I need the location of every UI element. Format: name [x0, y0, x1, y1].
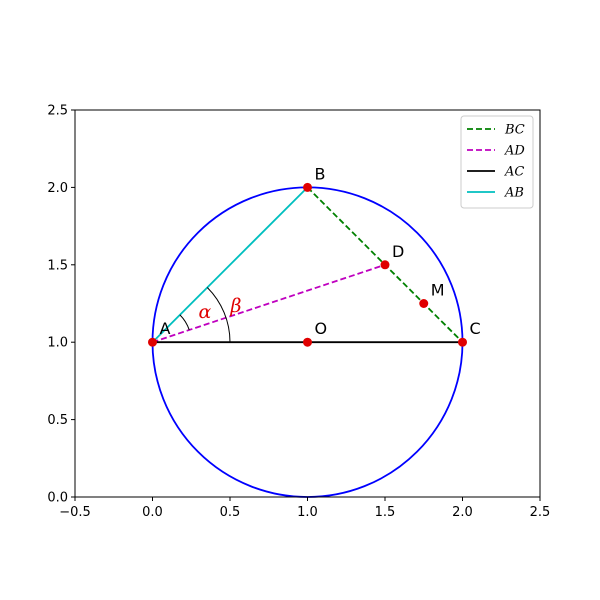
x-tick-label: −0.5 [59, 505, 91, 520]
segment-ad [152, 263, 386, 344]
legend-label-bc: BC [504, 123, 525, 138]
point-a [148, 337, 157, 347]
y-tick-label: 0.0 [47, 491, 68, 506]
point-m [419, 299, 429, 308]
y-tick-label: 1.0 [47, 336, 68, 351]
legend-box [460, 115, 534, 209]
angle-arc-alpha [179, 314, 190, 331]
y-tick-label: 2.5 [47, 104, 68, 119]
point-label-c: C [470, 319, 481, 338]
point-label-d: D [392, 242, 404, 261]
point-o [303, 337, 312, 347]
point-d [380, 260, 390, 270]
angle-label-alpha: α [199, 301, 212, 323]
point-label-b: B [315, 164, 326, 183]
angle-arc-beta [206, 287, 231, 343]
point-label-a: A [160, 319, 171, 338]
x-tick-label: 0.5 [220, 505, 241, 520]
point-b [303, 182, 312, 192]
x-tick-label: 1.0 [297, 505, 318, 520]
x-tick-label: 0.0 [142, 505, 163, 520]
x-tick-label: 1.5 [375, 505, 396, 520]
y-tick-label: 0.5 [47, 413, 68, 428]
point-label-m: M [431, 281, 445, 300]
angle-label-beta: β [230, 295, 242, 317]
legend-label-ad: AD [504, 144, 525, 159]
y-tick-label: 1.5 [47, 258, 68, 273]
point-c [458, 337, 467, 347]
legend-label-ac: AC [504, 165, 524, 180]
x-tick-label: 2.5 [530, 505, 551, 520]
legend-label-ab: AB [504, 186, 524, 201]
segment-ab [151, 186, 309, 343]
y-tick-label: 2.0 [47, 181, 68, 196]
x-tick-label: 2.0 [452, 505, 473, 520]
point-label-o: O [315, 319, 328, 338]
